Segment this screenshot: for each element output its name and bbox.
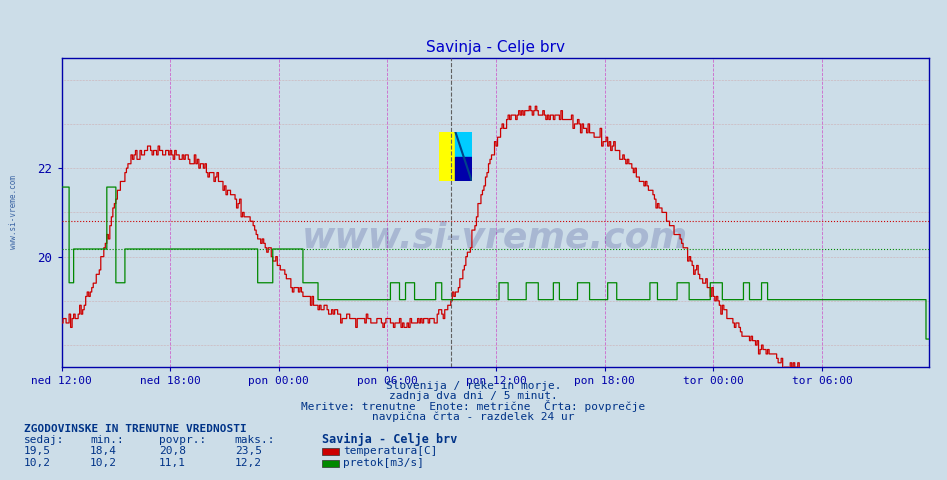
Text: 10,2: 10,2 — [90, 457, 117, 468]
Text: 12,2: 12,2 — [235, 457, 262, 468]
Text: 10,2: 10,2 — [24, 457, 51, 468]
Text: maks.:: maks.: — [235, 434, 276, 444]
Text: ZGODOVINSKE IN TRENUTNE VREDNOSTI: ZGODOVINSKE IN TRENUTNE VREDNOSTI — [24, 424, 246, 434]
Text: 18,4: 18,4 — [90, 445, 117, 456]
Text: sedaj:: sedaj: — [24, 434, 64, 444]
Text: zadnja dva dni / 5 minut.: zadnja dva dni / 5 minut. — [389, 391, 558, 401]
Text: navpična črta - razdelek 24 ur: navpična črta - razdelek 24 ur — [372, 412, 575, 422]
Text: temperatura[C]: temperatura[C] — [343, 445, 438, 456]
Text: Meritve: trenutne  Enote: metrične  Črta: povprečje: Meritve: trenutne Enote: metrične Črta: … — [301, 400, 646, 412]
Title: Savinja - Celje brv: Savinja - Celje brv — [426, 40, 564, 55]
Text: 20,8: 20,8 — [159, 445, 187, 456]
Text: Savinja - Celje brv: Savinja - Celje brv — [322, 432, 457, 445]
Text: www.si-vreme.com: www.si-vreme.com — [302, 220, 688, 254]
Text: pretok[m3/s]: pretok[m3/s] — [343, 457, 424, 468]
Text: 19,5: 19,5 — [24, 445, 51, 456]
Text: Slovenija / reke in morje.: Slovenija / reke in morje. — [385, 381, 562, 391]
Text: www.si-vreme.com: www.si-vreme.com — [9, 175, 18, 250]
Text: povpr.:: povpr.: — [159, 434, 206, 444]
Text: min.:: min.: — [90, 434, 124, 444]
Text: 11,1: 11,1 — [159, 457, 187, 468]
Text: 23,5: 23,5 — [235, 445, 262, 456]
